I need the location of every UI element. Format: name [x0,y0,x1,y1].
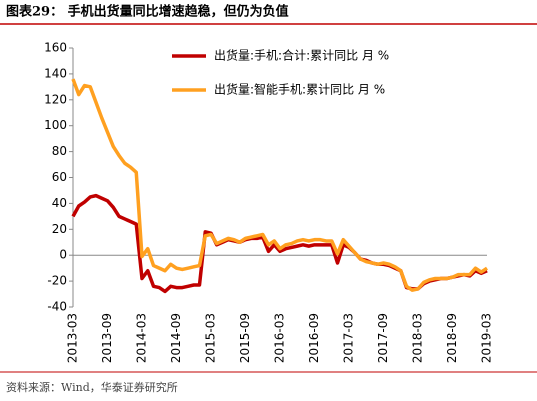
y-tick-label: 120 [44,92,67,106]
x-tick-label: 2017-09 [376,313,390,363]
x-tick-label: 2014-03 [135,313,149,363]
x-tick-label: 2014-09 [169,313,183,363]
x-tick-label: 2019-03 [480,313,494,363]
series-line [71,193,488,294]
x-tick-label: 2015-09 [238,313,252,363]
x-tick-label: 2018-03 [411,313,425,363]
y-tick-label: 60 [52,170,67,184]
y-tick-label: 80 [52,144,67,158]
y-tick-label: 100 [44,118,67,132]
y-tick-label: -20 [47,274,67,288]
x-tick-label: 2015-03 [204,313,218,363]
x-tick-label: 2013-03 [66,313,80,363]
x-tick-label: 2018-09 [445,313,459,363]
y-tick-label: 160 [44,41,67,55]
series-line [71,78,488,292]
source-note: 资料来源：Wind，华泰证券研究所 [6,380,178,394]
y-tick-label: 40 [52,196,67,210]
x-tick-label: 2016-09 [307,313,321,363]
x-tick-label: 2013-09 [100,313,114,363]
y-tick-label: -40 [47,300,67,314]
x-tick-label: 2016-03 [273,313,287,363]
chart-title: 图表29： 手机出货量同比增速趋稳，但仍为负值 [6,4,289,20]
legend-label: 出货量:智能手机:累计同比 月 % [214,82,385,97]
y-tick-label: 20 [52,222,67,236]
y-tick-label: 0 [59,248,67,262]
x-tick-label: 2017-03 [342,313,356,363]
legend-label: 出货量:手机:合计:累计同比 月 % [214,48,389,63]
y-tick-label: 140 [44,66,67,80]
